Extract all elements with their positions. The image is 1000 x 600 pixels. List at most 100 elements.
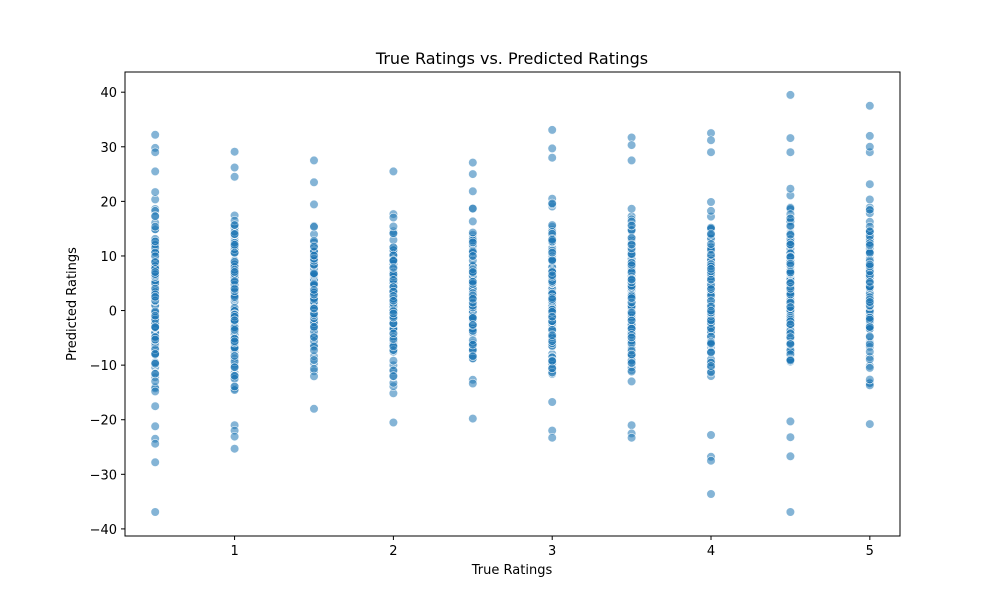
data-point (785, 302, 796, 312)
data-point (626, 433, 637, 443)
data-point (547, 248, 557, 258)
data-point (388, 417, 399, 428)
data-point (865, 131, 875, 141)
data-point (865, 331, 875, 342)
data-point (706, 229, 716, 239)
data-point (626, 358, 637, 368)
data-point (468, 340, 478, 350)
data-point (547, 312, 557, 322)
y-tick-label: 40 (100, 86, 117, 101)
data-point (230, 172, 240, 182)
data-point (150, 292, 160, 302)
data-point (865, 101, 875, 111)
data-point (785, 258, 796, 269)
y-tick-label: 10 (100, 250, 117, 265)
data-point (865, 194, 875, 205)
data-point (150, 166, 160, 176)
data-point (706, 306, 716, 316)
data-point (388, 242, 399, 252)
data-point (230, 257, 240, 267)
data-point (706, 264, 716, 274)
data-point (785, 147, 796, 157)
data-point (626, 420, 637, 430)
data-point (468, 378, 478, 389)
data-point (468, 267, 478, 277)
data-point (865, 347, 875, 357)
data-point (388, 296, 399, 306)
data-point (309, 242, 319, 252)
data-point (785, 90, 796, 100)
data-point (230, 315, 240, 325)
data-point (785, 451, 796, 461)
data-point (785, 507, 796, 517)
data-point (865, 277, 875, 287)
x-tick-label: 4 (707, 544, 715, 559)
data-point (706, 147, 716, 157)
data-point (865, 297, 875, 307)
data-point (309, 304, 319, 314)
data-point (626, 332, 637, 343)
data-point (547, 363, 557, 373)
data-point (309, 155, 319, 165)
data-point (785, 278, 796, 288)
data-point (706, 361, 716, 371)
data-point (230, 276, 240, 286)
data-point (865, 322, 875, 332)
data-point (230, 147, 240, 157)
data-point (785, 416, 796, 427)
data-point (150, 236, 160, 247)
y-axis-ticks: −40 −30 −20 −10 0 10 20 30 40 (90, 86, 125, 538)
data-points (150, 90, 875, 517)
data-point (388, 166, 399, 176)
y-tick-label: 0 (109, 305, 117, 320)
data-point (150, 359, 160, 369)
data-point (706, 347, 716, 358)
x-axis-label: True Ratings (471, 563, 553, 578)
y-tick-label: 30 (100, 141, 117, 156)
data-point (706, 275, 716, 285)
data-point (865, 419, 875, 429)
data-point (865, 259, 875, 270)
data-point (150, 211, 160, 221)
data-point (468, 414, 478, 424)
data-point (785, 319, 796, 329)
data-point (706, 197, 716, 207)
data-point (626, 315, 637, 326)
data-point (150, 311, 160, 321)
data-point (706, 323, 716, 334)
data-point (626, 204, 637, 214)
data-point (309, 251, 319, 261)
data-point (865, 375, 875, 385)
data-point (309, 285, 319, 295)
data-point (388, 275, 399, 285)
data-point (785, 432, 796, 442)
y-tick-label: −10 (90, 359, 117, 374)
data-point (150, 376, 160, 387)
data-point (785, 355, 796, 366)
data-point (230, 229, 240, 239)
y-tick-label: −30 (90, 468, 117, 483)
x-tick-label: 5 (866, 544, 874, 559)
data-point (865, 354, 875, 365)
data-point (150, 401, 160, 411)
y-axis-label: Predicted Ratings (65, 247, 80, 361)
data-point (230, 362, 240, 372)
data-point (785, 230, 796, 240)
data-point (785, 184, 796, 194)
data-point (706, 239, 716, 249)
data-point (150, 187, 160, 197)
data-point (230, 284, 240, 294)
data-point (468, 237, 478, 247)
y-tick-label: −20 (90, 414, 117, 429)
data-point (547, 235, 557, 245)
data-point (230, 240, 240, 250)
chart-title: True Ratings vs. Predicted Ratings (375, 49, 648, 68)
data-point (230, 325, 240, 335)
data-point (230, 267, 240, 277)
data-point (388, 356, 399, 366)
x-tick-label: 3 (548, 544, 556, 559)
data-point (150, 130, 160, 140)
data-point (230, 162, 240, 173)
data-point (626, 376, 637, 387)
